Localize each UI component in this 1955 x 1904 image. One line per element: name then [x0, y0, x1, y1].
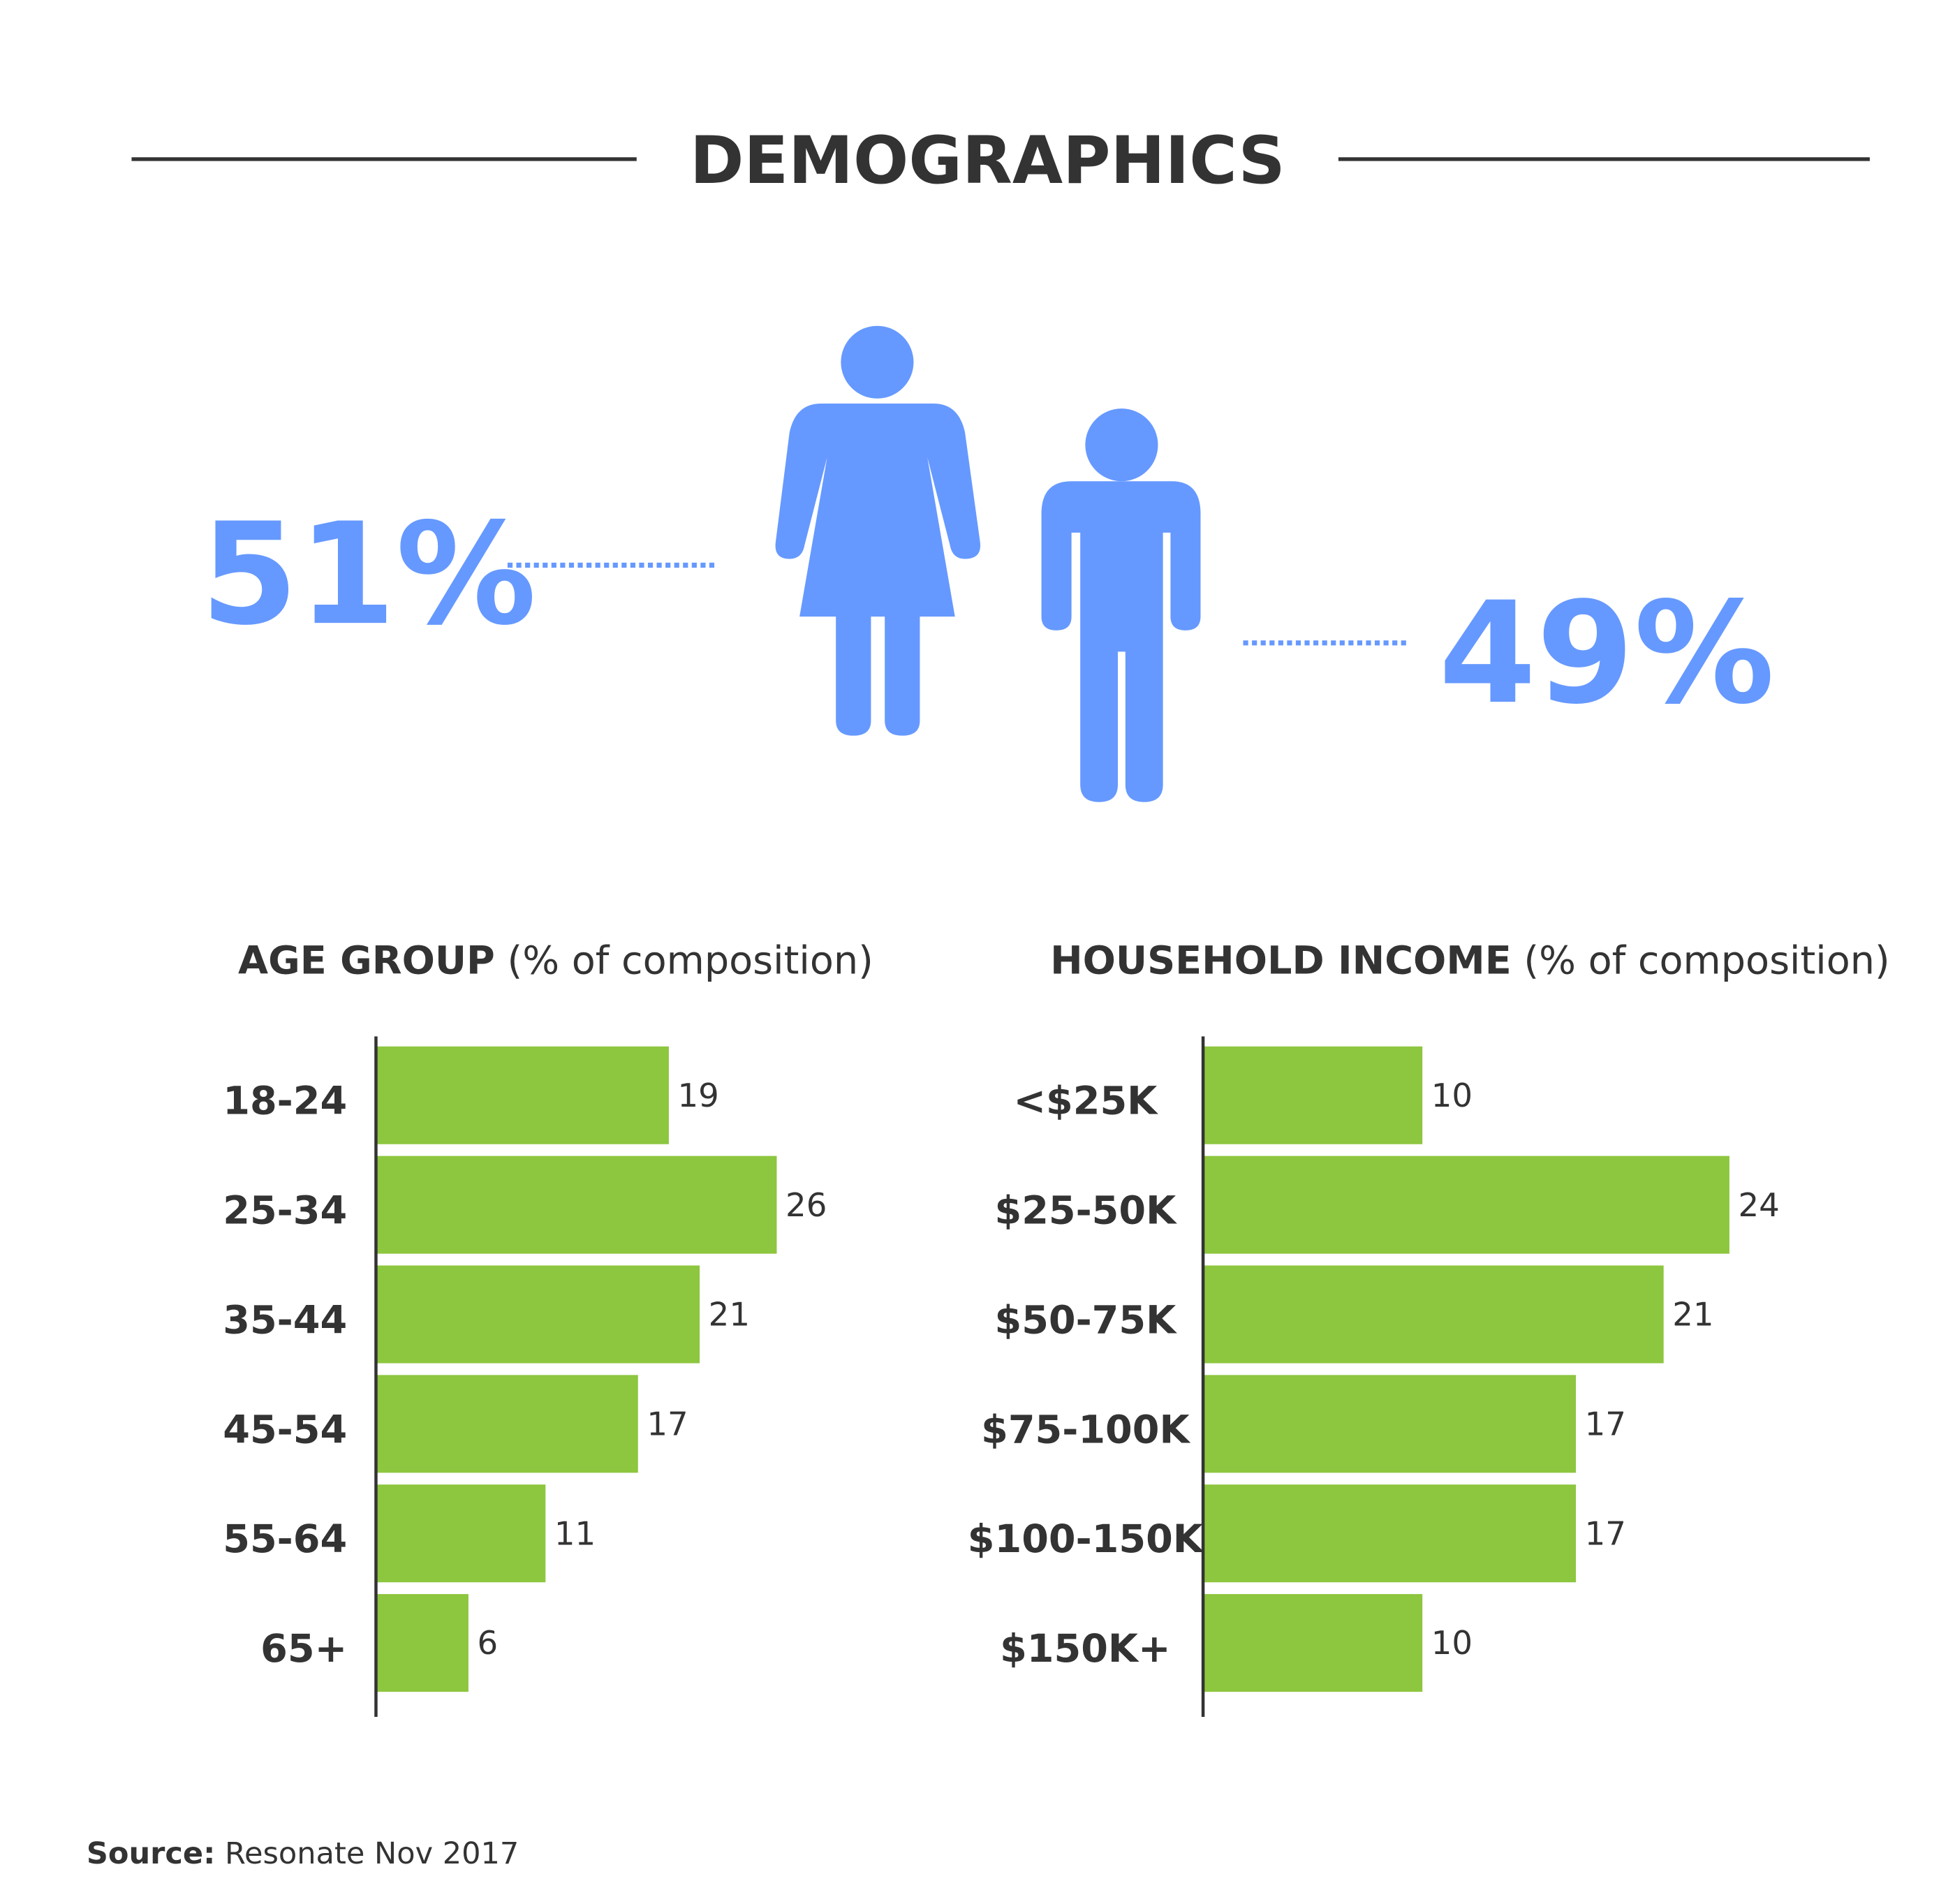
chart-title: HOUSEHOLD INCOME (% of composition)	[1050, 938, 1890, 984]
value-label: 6	[477, 1625, 498, 1662]
value-label: 10	[1431, 1625, 1473, 1662]
chart-subtitle: (% of composition)	[508, 938, 873, 984]
category-label: $100-150K	[968, 1516, 1204, 1562]
chart-subtitle: (% of composition)	[1524, 938, 1889, 984]
chart-title-main: HOUSEHOLD INCOME	[1050, 938, 1512, 984]
bar	[376, 1484, 546, 1583]
value-label: 24	[1738, 1187, 1779, 1225]
value-label: 11	[554, 1515, 596, 1553]
bar	[1203, 1484, 1577, 1583]
category-label: 55-64	[223, 1516, 347, 1562]
bar	[376, 1265, 700, 1364]
source-note: Source: Resonate Nov 2017	[87, 1836, 519, 1871]
bar	[1203, 1375, 1577, 1473]
percent-value: 49%	[1439, 572, 1775, 735]
bar	[1203, 1265, 1664, 1364]
category-label: $75-100K	[981, 1407, 1190, 1452]
percent-value: 51%	[200, 493, 536, 656]
bar	[1203, 1156, 1729, 1254]
value-label: 10	[1431, 1077, 1473, 1115]
bar	[376, 1375, 638, 1473]
value-label: 26	[785, 1187, 827, 1225]
category-label: $150K+	[1000, 1626, 1171, 1671]
bar	[376, 1046, 669, 1144]
chart-title: AGE GROUP (% of composition)	[238, 938, 873, 984]
value-label: 17	[1585, 1406, 1626, 1444]
value-label: 21	[709, 1297, 750, 1334]
value-label: 17	[1585, 1515, 1626, 1553]
bar	[1203, 1046, 1423, 1144]
category-label: 45-54	[223, 1407, 347, 1452]
woman-icon	[775, 325, 981, 736]
source-label: Source:	[87, 1836, 215, 1871]
bar	[376, 1594, 469, 1692]
value-label: 21	[1672, 1297, 1713, 1334]
page-title: DEMOGRAPHICS	[690, 123, 1285, 199]
category-label: 65+	[260, 1626, 347, 1671]
category-label: 18-24	[223, 1079, 347, 1124]
value-label: 19	[677, 1077, 718, 1115]
category-label: <$25K	[1013, 1079, 1158, 1124]
bar	[1203, 1594, 1423, 1692]
category-label: 25-34	[223, 1188, 347, 1234]
chart-title-main: AGE GROUP	[238, 938, 495, 984]
source: Resonate Nov 2017	[225, 1836, 519, 1871]
value-label: 17	[647, 1406, 688, 1444]
bar	[376, 1156, 777, 1254]
category-label: $50-75K	[994, 1297, 1177, 1343]
man-icon	[1041, 408, 1201, 802]
category-label: 35-44	[223, 1297, 347, 1343]
category-label: $25-50K	[994, 1188, 1177, 1234]
